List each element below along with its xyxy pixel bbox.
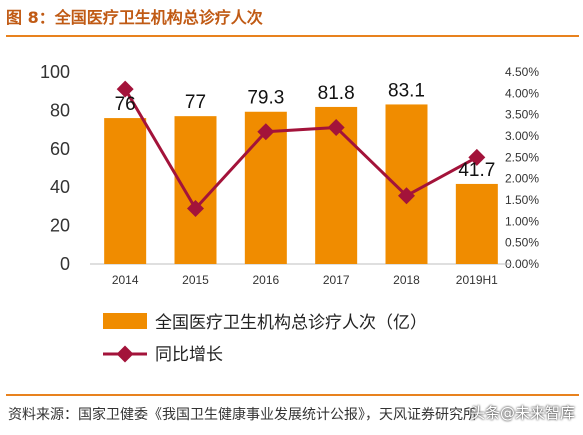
left-axis-tick-label: 20 [50,216,70,236]
bar-data-label: 76 [115,94,136,115]
left-axis-ticks: 0 20 40 60 80 100 [40,62,70,274]
bar-2019H1 [455,183,498,264]
growth-marker-2016 [257,123,275,141]
watermark: 头条@未来智库 [469,404,575,422]
right-axis-ticks: 0.00% 0.50% 1.00% 1.50% 2.00% 2.50% 3.00% 3.50%… [505,65,539,271]
x-axis-tick-label: 2019H1 [456,273,498,287]
bar-data-labels: 76 77 79.3 81.8 83.1 41.7 [115,80,496,180]
bar-data-label: 81.8 [318,83,355,104]
bar-data-label: 83.1 [388,80,425,101]
title-divider [6,35,579,37]
right-axis-tick-label: 0.00% [505,257,539,271]
bar-series [104,104,498,264]
bar-data-label: 41.7 [458,160,495,181]
left-axis-tick-label: 40 [50,177,70,197]
bar-data-label: 79.3 [247,88,284,109]
growth-marker-2017 [327,118,345,136]
right-axis-tick-label: 1.50% [505,193,539,207]
legend-label-line: 同比增长 [155,345,223,365]
legend-swatch-bar [103,313,147,329]
bar-2015 [174,116,217,264]
growth-line [123,88,478,211]
right-axis-tick-label: 1.00% [505,214,539,228]
right-axis-tick-label: 4.00% [505,86,539,100]
x-axis-labels: 2014 2015 2016 2017 2018 2019H1 [112,273,498,287]
left-axis-tick-label: 80 [50,100,70,120]
left-axis-tick-label: 0 [60,254,70,274]
growth-marker-2019H1 [468,148,486,166]
bar-data-label: 77 [185,92,206,113]
x-axis-tick-label: 2016 [252,273,279,287]
x-axis-tick-label: 2015 [182,273,209,287]
legend: 全国医疗卫生机构总诊疗人次（亿） 同比增长 [103,313,427,365]
growth-marker-2015 [187,200,204,218]
source-note: 资料来源：国家卫健委《我国卫生健康事业发展统计公报》，天风证券研究所 [8,407,477,423]
x-axis-tick-label: 2014 [112,273,139,287]
footer-divider [6,394,579,396]
left-axis-tick-label: 100 [40,62,70,82]
growth-marker-2018 [398,187,415,205]
bar-2014 [104,118,147,264]
right-axis-tick-label: 2.00% [505,172,539,186]
left-axis-tick-label: 60 [50,139,70,159]
right-axis-tick-label: 2.50% [505,150,539,164]
growth-line-series [116,80,486,218]
right-axis-tick-label: 3.00% [505,129,539,143]
chart-title: 图 8：全国医疗卫生机构总诊疗人次 [6,8,263,27]
right-axis-tick-label: 3.50% [505,108,539,122]
growth-marker-2014 [116,80,134,98]
legend-label-bar: 全国医疗卫生机构总诊疗人次（亿） [155,313,427,333]
right-axis-tick-label: 0.50% [505,236,539,250]
x-axis-tick-label: 2017 [323,273,350,287]
legend-swatch-marker [116,345,134,363]
right-axis-tick-label: 4.50% [505,65,539,79]
bar-2018 [385,104,428,264]
x-axis-tick-label: 2018 [393,273,420,287]
